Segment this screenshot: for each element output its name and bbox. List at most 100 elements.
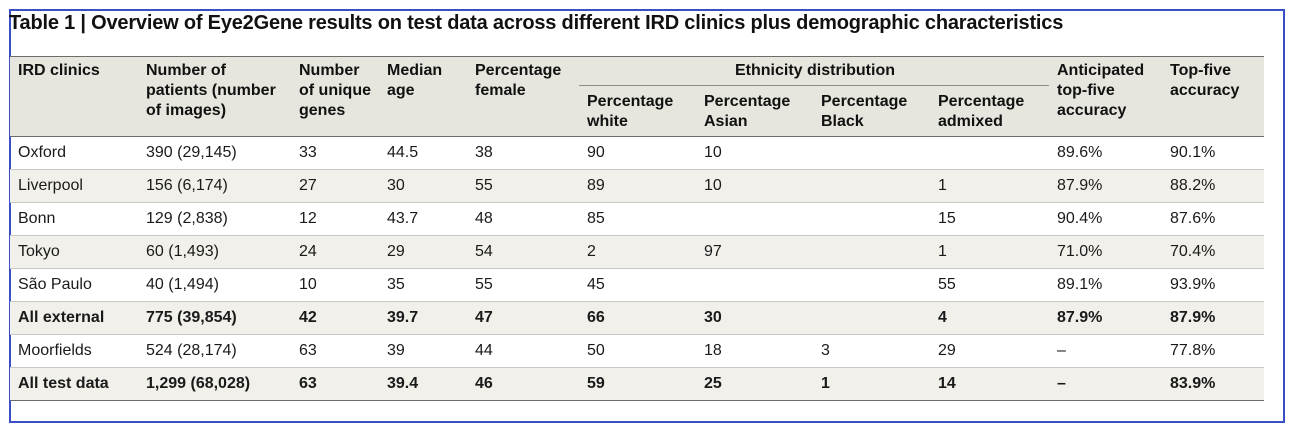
cell-top5: 87.6% <box>1162 202 1264 236</box>
cell-patients: 129 (2,838) <box>138 202 291 236</box>
cell-age: 43.7 <box>379 202 467 236</box>
table-row: Bonn 129 (2,838) 12 43.7 48 85 15 90.4% … <box>10 202 1264 236</box>
cell-asian: 10 <box>696 136 813 170</box>
table-title: Table 1 | Overview of Eye2Gene results o… <box>9 12 1064 34</box>
cell-admixed: 15 <box>930 202 1049 236</box>
cell-white: 85 <box>579 202 696 236</box>
cell-admixed: 1 <box>930 169 1049 203</box>
cell-admixed: 55 <box>930 268 1049 302</box>
cell-anticipated: 87.9% <box>1049 169 1162 203</box>
cell-white: 89 <box>579 169 696 203</box>
cell-age: 35 <box>379 268 467 302</box>
cell-top5: 83.9% <box>1162 367 1264 401</box>
cell-patients: 40 (1,494) <box>138 268 291 302</box>
cell-genes: 42 <box>291 301 379 335</box>
cell-patients: 156 (6,174) <box>138 169 291 203</box>
cell-clinic: All test data <box>10 367 138 401</box>
cell-genes: 12 <box>291 202 379 236</box>
cell-clinic: Bonn <box>10 202 138 236</box>
cell-white: 90 <box>579 136 696 170</box>
cell-black <box>813 268 930 302</box>
header-clinic: IRD clinics <box>10 56 138 137</box>
cell-clinic: Liverpool <box>10 169 138 203</box>
cell-asian: 30 <box>696 301 813 335</box>
cell-female: 46 <box>467 367 579 401</box>
cell-age: 39.4 <box>379 367 467 401</box>
cell-female: 44 <box>467 334 579 368</box>
cell-female: 38 <box>467 136 579 170</box>
header-top5: Top-five accuracy <box>1162 56 1264 137</box>
cell-age: 29 <box>379 235 467 269</box>
cell-top5: 93.9% <box>1162 268 1264 302</box>
cell-top5: 90.1% <box>1162 136 1264 170</box>
cell-anticipated: 89.1% <box>1049 268 1162 302</box>
cell-anticipated: 90.4% <box>1049 202 1162 236</box>
cell-black <box>813 169 930 203</box>
table-header: IRD clinics Number of patients (number o… <box>10 56 1264 137</box>
cell-black: 3 <box>813 334 930 368</box>
header-female: Percentage female <box>467 56 579 137</box>
cell-top5: 70.4% <box>1162 235 1264 269</box>
cell-asian: 25 <box>696 367 813 401</box>
header-asian: Percentage Asian <box>696 85 813 137</box>
header-age: Median age <box>379 56 467 137</box>
header-patients: Number of patients (number of images) <box>138 56 291 137</box>
cell-age: 39.7 <box>379 301 467 335</box>
cell-top5: 77.8% <box>1162 334 1264 368</box>
cell-white: 45 <box>579 268 696 302</box>
cell-age: 44.5 <box>379 136 467 170</box>
cell-white: 50 <box>579 334 696 368</box>
cell-genes: 24 <box>291 235 379 269</box>
cell-genes: 27 <box>291 169 379 203</box>
cell-female: 47 <box>467 301 579 335</box>
cell-patients: 775 (39,854) <box>138 301 291 335</box>
cell-black: 1 <box>813 367 930 401</box>
results-table: IRD clinics Number of patients (number o… <box>10 56 1264 401</box>
table-row: Liverpool 156 (6,174) 27 30 55 89 10 1 8… <box>10 169 1264 203</box>
cell-top5: 88.2% <box>1162 169 1264 203</box>
table-row: Moorfields 524 (28,174) 63 39 44 50 18 3… <box>10 334 1264 368</box>
cell-black <box>813 235 930 269</box>
cell-admixed: 4 <box>930 301 1049 335</box>
cell-white: 66 <box>579 301 696 335</box>
cell-asian: 10 <box>696 169 813 203</box>
cell-patients: 524 (28,174) <box>138 334 291 368</box>
cell-anticipated: 89.6% <box>1049 136 1162 170</box>
cell-patients: 1,299 (68,028) <box>138 367 291 401</box>
cell-clinic: Tokyo <box>10 235 138 269</box>
table-body: Oxford 390 (29,145) 33 44.5 38 90 10 89.… <box>10 136 1264 401</box>
cell-anticipated: 71.0% <box>1049 235 1162 269</box>
cell-age: 39 <box>379 334 467 368</box>
header-admixed: Percentage admixed <box>930 85 1049 137</box>
cell-anticipated: – <box>1049 367 1162 401</box>
cell-black <box>813 301 930 335</box>
cell-clinic: Oxford <box>10 136 138 170</box>
table-row: Tokyo 60 (1,493) 24 29 54 2 97 1 71.0% 7… <box>10 235 1264 269</box>
cell-patients: 60 (1,493) <box>138 235 291 269</box>
cell-genes: 63 <box>291 334 379 368</box>
cell-female: 54 <box>467 235 579 269</box>
cell-asian <box>696 268 813 302</box>
cell-admixed: 29 <box>930 334 1049 368</box>
cell-age: 30 <box>379 169 467 203</box>
header-anticipated: Anticipated top-five accuracy <box>1049 56 1162 137</box>
cell-female: 55 <box>467 268 579 302</box>
cell-admixed: 14 <box>930 367 1049 401</box>
cell-patients: 390 (29,145) <box>138 136 291 170</box>
cell-genes: 33 <box>291 136 379 170</box>
header-genes: Number of unique genes <box>291 56 379 137</box>
cell-white: 59 <box>579 367 696 401</box>
cell-anticipated: 87.9% <box>1049 301 1162 335</box>
cell-anticipated: – <box>1049 334 1162 368</box>
cell-female: 55 <box>467 169 579 203</box>
cell-clinic: Moorfields <box>10 334 138 368</box>
cell-genes: 63 <box>291 367 379 401</box>
cell-top5: 87.9% <box>1162 301 1264 335</box>
cell-clinic: All external <box>10 301 138 335</box>
cell-female: 48 <box>467 202 579 236</box>
table-row: All test data 1,299 (68,028) 63 39.4 46 … <box>10 367 1264 401</box>
cell-admixed: 1 <box>930 235 1049 269</box>
cell-black <box>813 202 930 236</box>
table-row: São Paulo 40 (1,494) 10 35 55 45 55 89.1… <box>10 268 1264 302</box>
cell-asian: 18 <box>696 334 813 368</box>
